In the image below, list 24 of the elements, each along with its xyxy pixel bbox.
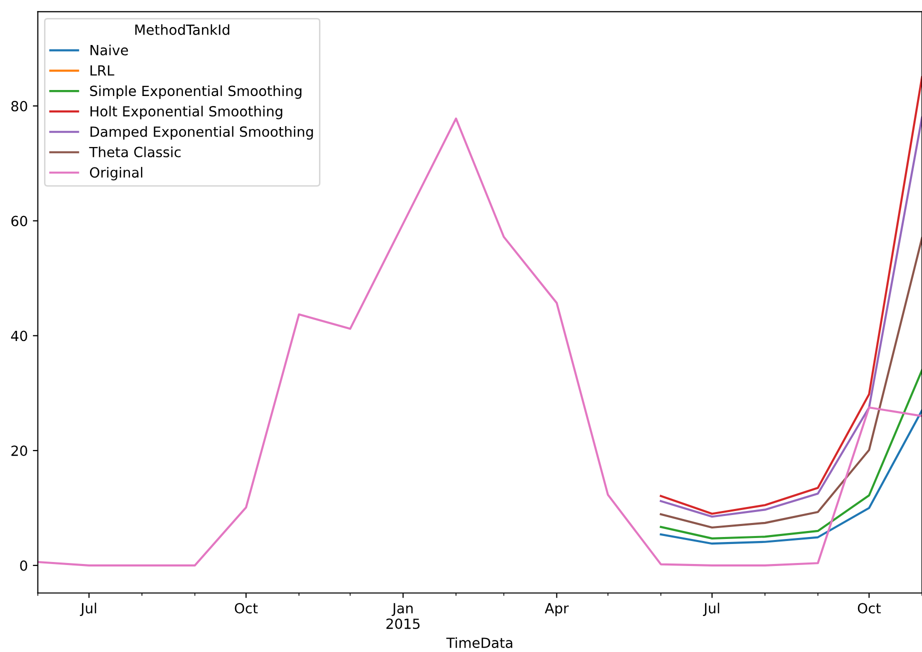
x-tick-label: Jan 2015 (386, 603, 420, 630)
x-tick-label: Jul (702, 602, 720, 616)
y-tick-label: 80 (11, 100, 28, 112)
x-tick-label: Oct (858, 602, 881, 614)
line-series (38, 118, 922, 566)
legend-label: Theta Classic (89, 146, 181, 158)
x-tick-label: Jul (80, 602, 96, 616)
legend-label: LRL (90, 65, 114, 76)
y-tick-label: 40 (11, 330, 28, 342)
line-series (660, 409, 922, 545)
y-tick-label: 60 (11, 216, 28, 226)
y-tick-label: 20 (11, 446, 28, 456)
legend-label: Damped Exponential Smoothing (90, 126, 313, 140)
x-tick-label: Oct (234, 602, 258, 614)
legend-label: Original (90, 166, 142, 180)
legend-label: Holt Exponential Smoothing (90, 106, 282, 120)
y-tick-label: 0 (20, 560, 28, 571)
legend-label: Simple Exponential Smoothing (90, 85, 302, 99)
x-axis-title: TimeData (446, 637, 512, 648)
line-series (660, 236, 922, 529)
legend-title: MethodTankId (135, 24, 230, 35)
x-tick-label: Apr (544, 603, 569, 616)
line-series (660, 369, 922, 540)
legend-label: Naive (90, 44, 128, 56)
